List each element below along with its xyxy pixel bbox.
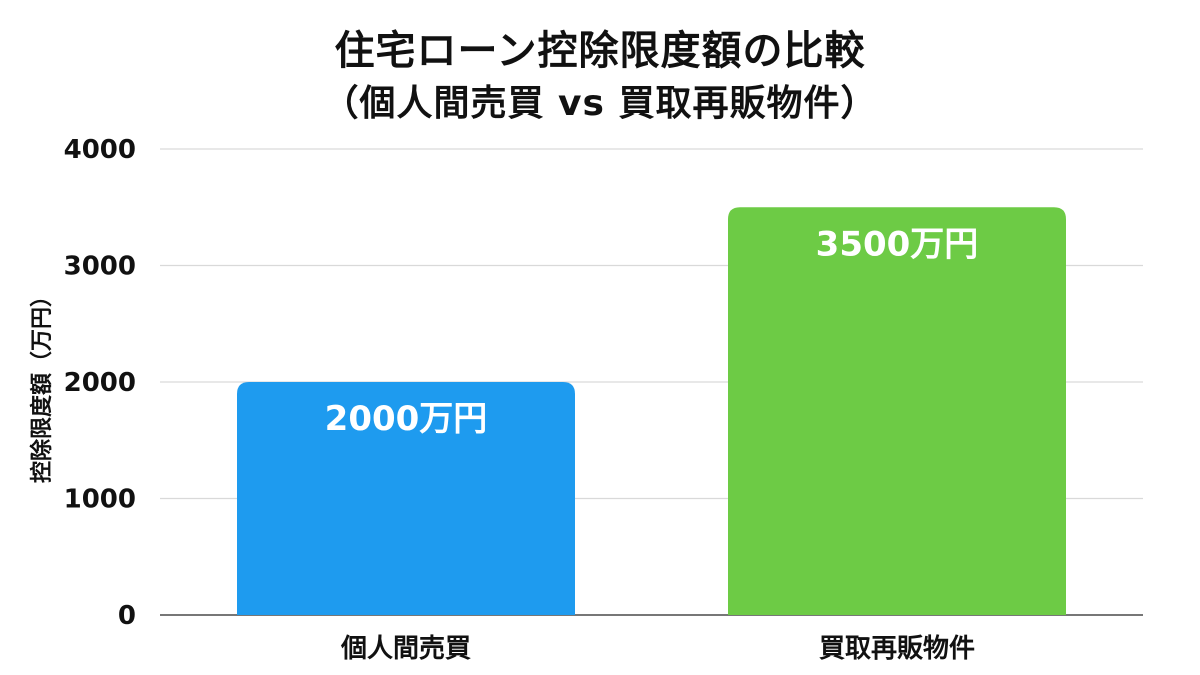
chart-subtitle: （個人間売買 vs 買取再販物件）: [322, 83, 878, 124]
y-tick-label: 2000: [64, 368, 136, 398]
y-tick-label: 4000: [64, 135, 136, 165]
bar-1: [237, 382, 575, 615]
y-tick-label: 3000: [64, 252, 136, 282]
bar-2: [728, 207, 1066, 615]
bar-data-label: 2000万円: [325, 399, 488, 439]
bar-data-label: 3500万円: [816, 224, 979, 264]
y-tick-label: 1000: [64, 485, 136, 515]
x-tick-label: 買取再販物件: [819, 634, 975, 664]
x-tick-label: 個人間売買: [340, 634, 471, 664]
chart-title: 住宅ローン控除限度額の比較: [334, 28, 866, 74]
y-tick-label: 0: [118, 601, 136, 631]
